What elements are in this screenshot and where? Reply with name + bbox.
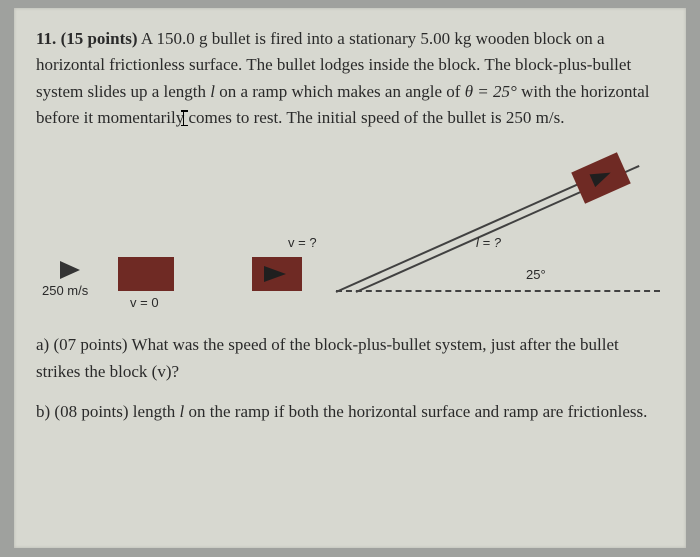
- problem-statement: 11. (15 points) A 150.0 g bullet is fire…: [36, 26, 664, 131]
- part-b-text-a: length: [129, 402, 180, 421]
- part-b: b) (08 points) length l on the ramp if b…: [36, 399, 664, 425]
- block-on-ramp: [571, 153, 631, 204]
- arrow-icon: [60, 261, 80, 279]
- part-a: a) (07 points) What was the speed of the…: [36, 332, 664, 385]
- text-cursor-icon: [183, 110, 184, 126]
- angle-label: 25°: [526, 267, 546, 282]
- problem-text-1b: on a ramp which makes an angle of: [215, 82, 465, 101]
- block-initial: [118, 257, 174, 291]
- paper-sheet: 11. (15 points) A 150.0 g bullet is fire…: [14, 8, 686, 548]
- v-question-label: v = ?: [288, 235, 317, 250]
- bullet-speed-label: 250 m/s: [42, 283, 88, 298]
- problem-text-1d: comes to rest. The initial speed of the …: [184, 108, 564, 127]
- part-b-text-b: on the ramp if both the horizontal surfa…: [184, 402, 647, 421]
- theta-expr: θ = 25°: [465, 82, 517, 101]
- l-question-label: l = ?: [476, 235, 501, 250]
- arrow-icon: [264, 266, 286, 282]
- part-a-label: a) (07 points): [36, 335, 128, 354]
- problem-points: (15 points): [61, 29, 138, 48]
- problem-number: 11.: [36, 29, 56, 48]
- part-b-label: b) (08 points): [36, 402, 129, 421]
- v-zero-label: v = 0: [130, 295, 159, 310]
- physics-diagram: 250 m/s v = 0 v = ? l = ? 25°: [36, 153, 666, 318]
- y-with-cursor: y: [176, 108, 185, 127]
- ground-dashed-line: [336, 290, 660, 292]
- arrow-icon: [590, 167, 614, 188]
